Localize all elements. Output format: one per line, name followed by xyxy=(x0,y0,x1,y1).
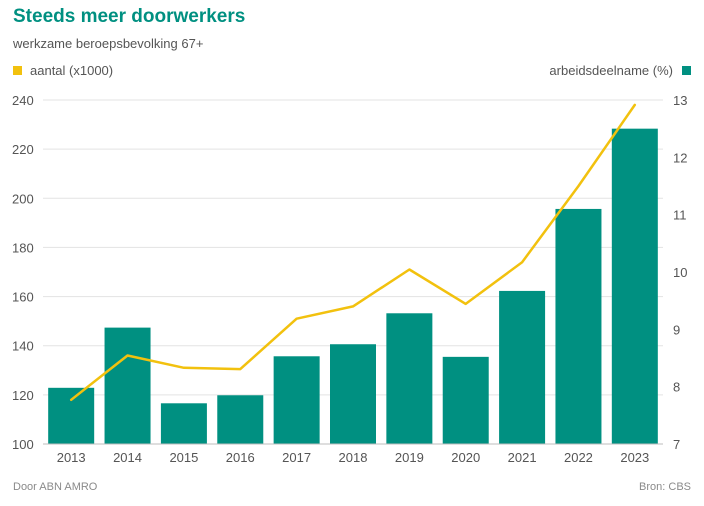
line-series xyxy=(69,103,637,402)
y-left-tick-label: 200 xyxy=(12,191,34,206)
legend-swatch-line xyxy=(13,66,22,75)
x-tick-label: 2017 xyxy=(282,450,311,465)
line-aantal xyxy=(69,103,637,402)
bar xyxy=(104,327,151,444)
y-right-tick-label: 12 xyxy=(673,150,687,165)
chart-subtitle: werkzame beroepsbevolking 67+ xyxy=(13,36,204,51)
y-left-tick-label: 120 xyxy=(12,388,34,403)
bar xyxy=(555,208,602,444)
y-left-tick-label: 140 xyxy=(12,339,34,354)
bar xyxy=(499,290,546,444)
y-right-tick-label: 9 xyxy=(673,322,680,337)
bar xyxy=(273,356,320,444)
x-tick-label: 2018 xyxy=(339,450,368,465)
bar xyxy=(386,313,433,444)
x-tick-label: 2023 xyxy=(620,450,649,465)
bars xyxy=(48,128,658,444)
x-tick-label: 2020 xyxy=(451,450,480,465)
y-left-tick-label: 180 xyxy=(12,240,34,255)
legend-item-arbeidsdeelname: arbeidsdeelname (%) xyxy=(549,63,691,78)
bar xyxy=(611,128,658,444)
bar xyxy=(217,395,264,444)
chart-title: Steeds meer doorwerkers xyxy=(13,6,246,27)
axes: 100 120 140 160 180 200 220 240 7 8 9 10 11 12 13 2013 2… xyxy=(12,93,687,465)
y-right-tick-label: 8 xyxy=(673,380,680,395)
x-tick-label: 2014 xyxy=(113,450,142,465)
y-right-tick-label: 7 xyxy=(673,437,680,452)
legend-label-aantal: aantal (x1000) xyxy=(30,63,114,78)
legend-item-aantal: aantal (x1000) xyxy=(13,63,113,78)
legend-swatch-bar xyxy=(682,66,691,75)
bar xyxy=(48,387,95,444)
footer-author: Door ABN AMRO xyxy=(13,481,98,493)
bar xyxy=(442,356,489,444)
x-tick-label: 2013 xyxy=(57,450,86,465)
y-left-tick-label: 220 xyxy=(12,142,34,157)
x-tick-label: 2019 xyxy=(395,450,424,465)
y-left-tick-label: 160 xyxy=(12,290,34,305)
x-tick-label: 2015 xyxy=(169,450,198,465)
x-tick-label: 2022 xyxy=(564,450,593,465)
y-left-tick-label: 100 xyxy=(12,437,34,452)
bar xyxy=(330,344,376,444)
y-right-tick-label: 10 xyxy=(673,265,687,280)
x-tick-label: 2021 xyxy=(508,450,537,465)
y-right-tick-label: 13 xyxy=(673,93,687,108)
bar xyxy=(160,403,207,444)
x-tick-label: 2016 xyxy=(226,450,255,465)
y-right-tick-label: 11 xyxy=(673,208,687,223)
y-left-tick-label: 240 xyxy=(12,93,34,108)
footer-source: Bron: CBS xyxy=(639,481,691,493)
legend-label-arbeidsdeelname: arbeidsdeelname (%) xyxy=(549,63,673,78)
